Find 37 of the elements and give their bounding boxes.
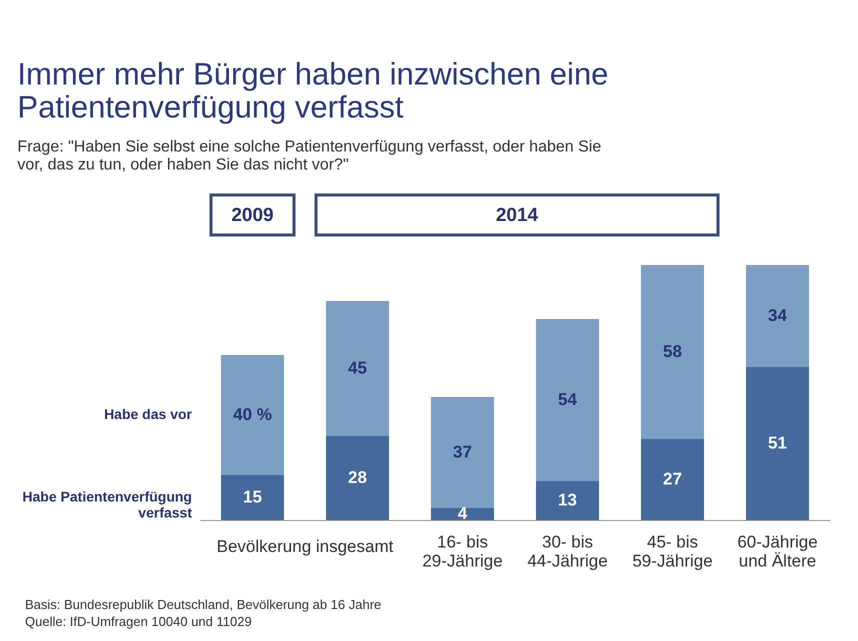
data-label: 13	[558, 490, 577, 510]
data-label: 15	[243, 488, 262, 506]
x-tick-label: 30- bis 44-Jährige	[527, 532, 608, 570]
data-label: 34	[768, 306, 788, 325]
chart-subtitle: Frage: "Haben Sie selbst eine solche Patientenverfügung verfasst, oder haben Sie vor, das zu tun, oder haben Sie das nicht vor?"	[17, 138, 602, 174]
bar	[221, 475, 284, 520]
text: 2014	[496, 205, 539, 226]
text: Basis: Bundesrepublik Deutschland, Bevölkerung ab 16 Jahre	[25, 597, 382, 612]
x-tick-label: 16- bis 29-Jährige	[422, 532, 503, 570]
x-tick-label: 60-Jährige und Ältere	[737, 532, 818, 570]
data-label: 37	[453, 442, 472, 462]
bar	[221, 355, 284, 475]
data-label: 45	[348, 358, 367, 378]
text: Bevölkerung insgesamt	[216, 537, 394, 556]
data-label: 54	[558, 390, 578, 409]
bar	[431, 508, 494, 520]
bar	[536, 481, 599, 520]
data-label: 4	[458, 504, 468, 523]
data-label: 51	[768, 434, 787, 452]
bar	[326, 301, 389, 436]
data-label: 40 %	[233, 405, 272, 424]
bar	[326, 436, 389, 520]
bar	[746, 265, 809, 367]
text: 2009	[231, 205, 274, 226]
text: Habe Patientenverfügung verfasst	[22, 488, 192, 520]
chart-title: Immer mehr Bürger haben inzwischen eine Patientenverfügung verfasst	[17, 56, 608, 124]
source-note: Quelle: IfD-Umfragen 10040 und 11029	[25, 614, 252, 629]
bar	[641, 265, 704, 439]
bar	[536, 319, 599, 481]
data-label: 27	[663, 470, 682, 488]
bar	[641, 439, 704, 520]
x-tick-label: 45- bis 59-Jährige	[632, 532, 713, 570]
data-label: 58	[663, 342, 682, 361]
bar	[431, 397, 494, 508]
text: Habe das vor	[104, 406, 193, 422]
bar	[746, 367, 809, 520]
data-label: 28	[348, 468, 367, 487]
